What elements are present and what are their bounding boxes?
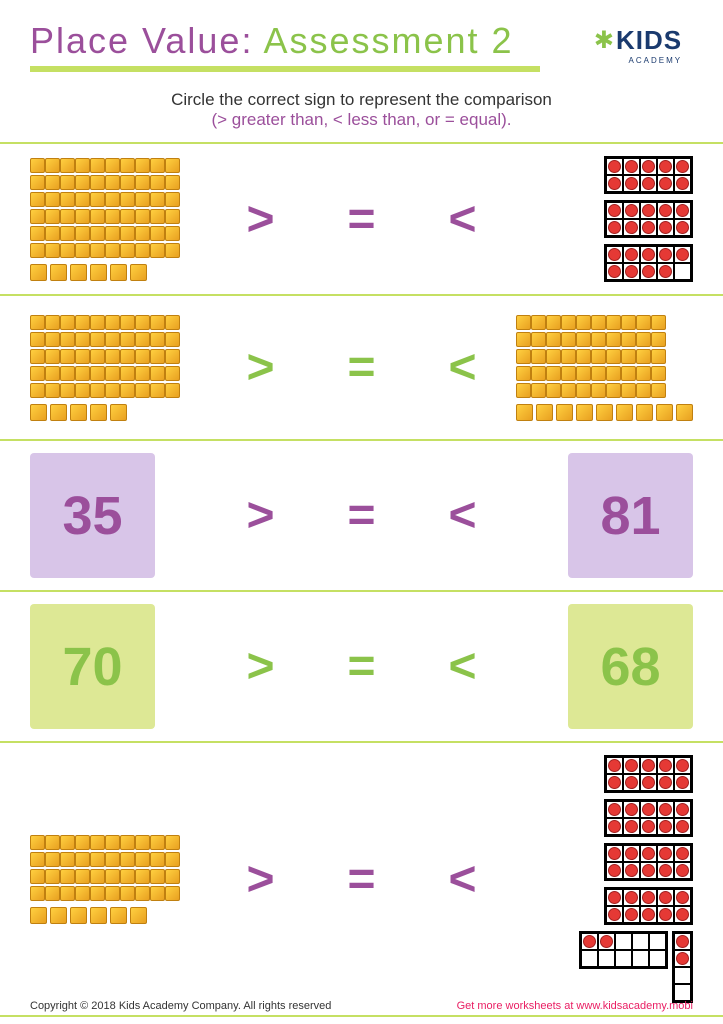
left-item bbox=[30, 315, 210, 421]
signs: > = < bbox=[210, 852, 513, 907]
sign-eq[interactable]: = bbox=[332, 639, 392, 694]
title-sub: Assessment 2 bbox=[263, 20, 513, 61]
inst-line2: (> greater than, < less than, or = equal… bbox=[30, 110, 693, 130]
title-underline bbox=[30, 66, 540, 72]
logo-text: KIDS bbox=[616, 25, 682, 56]
sign-eq[interactable]: = bbox=[332, 488, 392, 543]
number-box: 70 bbox=[30, 604, 155, 729]
ten-frames bbox=[579, 755, 693, 1003]
left-item bbox=[30, 158, 210, 281]
sign-lt[interactable]: < bbox=[433, 488, 493, 543]
left-item: 35 bbox=[30, 453, 210, 578]
title-area: Place Value: Assessment 2 bbox=[30, 20, 583, 72]
comparison-row: > = < bbox=[0, 741, 723, 1017]
sign-lt[interactable]: < bbox=[433, 192, 493, 247]
title-main: Place Value: bbox=[30, 20, 253, 61]
place-value-blocks bbox=[516, 315, 693, 421]
copyright: Copyright © 2018 Kids Academy Company. A… bbox=[30, 1000, 331, 1012]
sign-gt[interactable]: > bbox=[231, 852, 291, 907]
logo: ✱ KIDS ACADEMY bbox=[583, 20, 693, 70]
sign-gt[interactable]: > bbox=[231, 192, 291, 247]
right-item: 81 bbox=[513, 453, 693, 578]
sign-gt[interactable]: > bbox=[231, 340, 291, 395]
left-item bbox=[30, 835, 210, 924]
right-item: 68 bbox=[513, 604, 693, 729]
comparison-row: 35 > = <81 bbox=[0, 439, 723, 590]
sign-eq[interactable]: = bbox=[332, 340, 392, 395]
instructions: Circle the correct sign to represent the… bbox=[30, 90, 693, 130]
more-link: Get more worksheets at www.kidsacademy.m… bbox=[457, 1000, 693, 1012]
sign-eq[interactable]: = bbox=[332, 852, 392, 907]
right-item bbox=[513, 315, 693, 421]
signs: > = < bbox=[210, 639, 513, 694]
right-item bbox=[513, 755, 693, 1003]
right-item bbox=[513, 156, 693, 282]
place-value-blocks bbox=[30, 315, 180, 421]
place-value-blocks bbox=[30, 835, 180, 924]
sign-gt[interactable]: > bbox=[231, 639, 291, 694]
sign-gt[interactable]: > bbox=[231, 488, 291, 543]
signs: > = < bbox=[210, 488, 513, 543]
sign-lt[interactable]: < bbox=[433, 639, 493, 694]
page-title: Place Value: Assessment 2 bbox=[30, 20, 583, 62]
comparison-row: 70 > = <68 bbox=[0, 590, 723, 741]
rows-container: > = < > = <35 > = <81 70 > = <68 > = < bbox=[0, 142, 723, 1017]
logo-sub: ACADEMY bbox=[594, 56, 682, 65]
comparison-row: > = < bbox=[0, 294, 723, 439]
header: Place Value: Assessment 2 ✱ KIDS ACADEMY bbox=[0, 0, 723, 72]
ten-frames bbox=[604, 156, 693, 282]
number-box: 35 bbox=[30, 453, 155, 578]
sign-lt[interactable]: < bbox=[433, 852, 493, 907]
left-item: 70 bbox=[30, 604, 210, 729]
number-box: 81 bbox=[568, 453, 693, 578]
sign-lt[interactable]: < bbox=[433, 340, 493, 395]
footer: Copyright © 2018 Kids Academy Company. A… bbox=[30, 1000, 693, 1012]
place-value-blocks bbox=[30, 158, 180, 281]
signs: > = < bbox=[210, 192, 513, 247]
comparison-row: > = < bbox=[0, 142, 723, 294]
signs: > = < bbox=[210, 340, 513, 395]
sign-eq[interactable]: = bbox=[332, 192, 392, 247]
number-box: 68 bbox=[568, 604, 693, 729]
splash-icon: ✱ bbox=[594, 26, 614, 55]
inst-line1: Circle the correct sign to represent the… bbox=[30, 90, 693, 110]
